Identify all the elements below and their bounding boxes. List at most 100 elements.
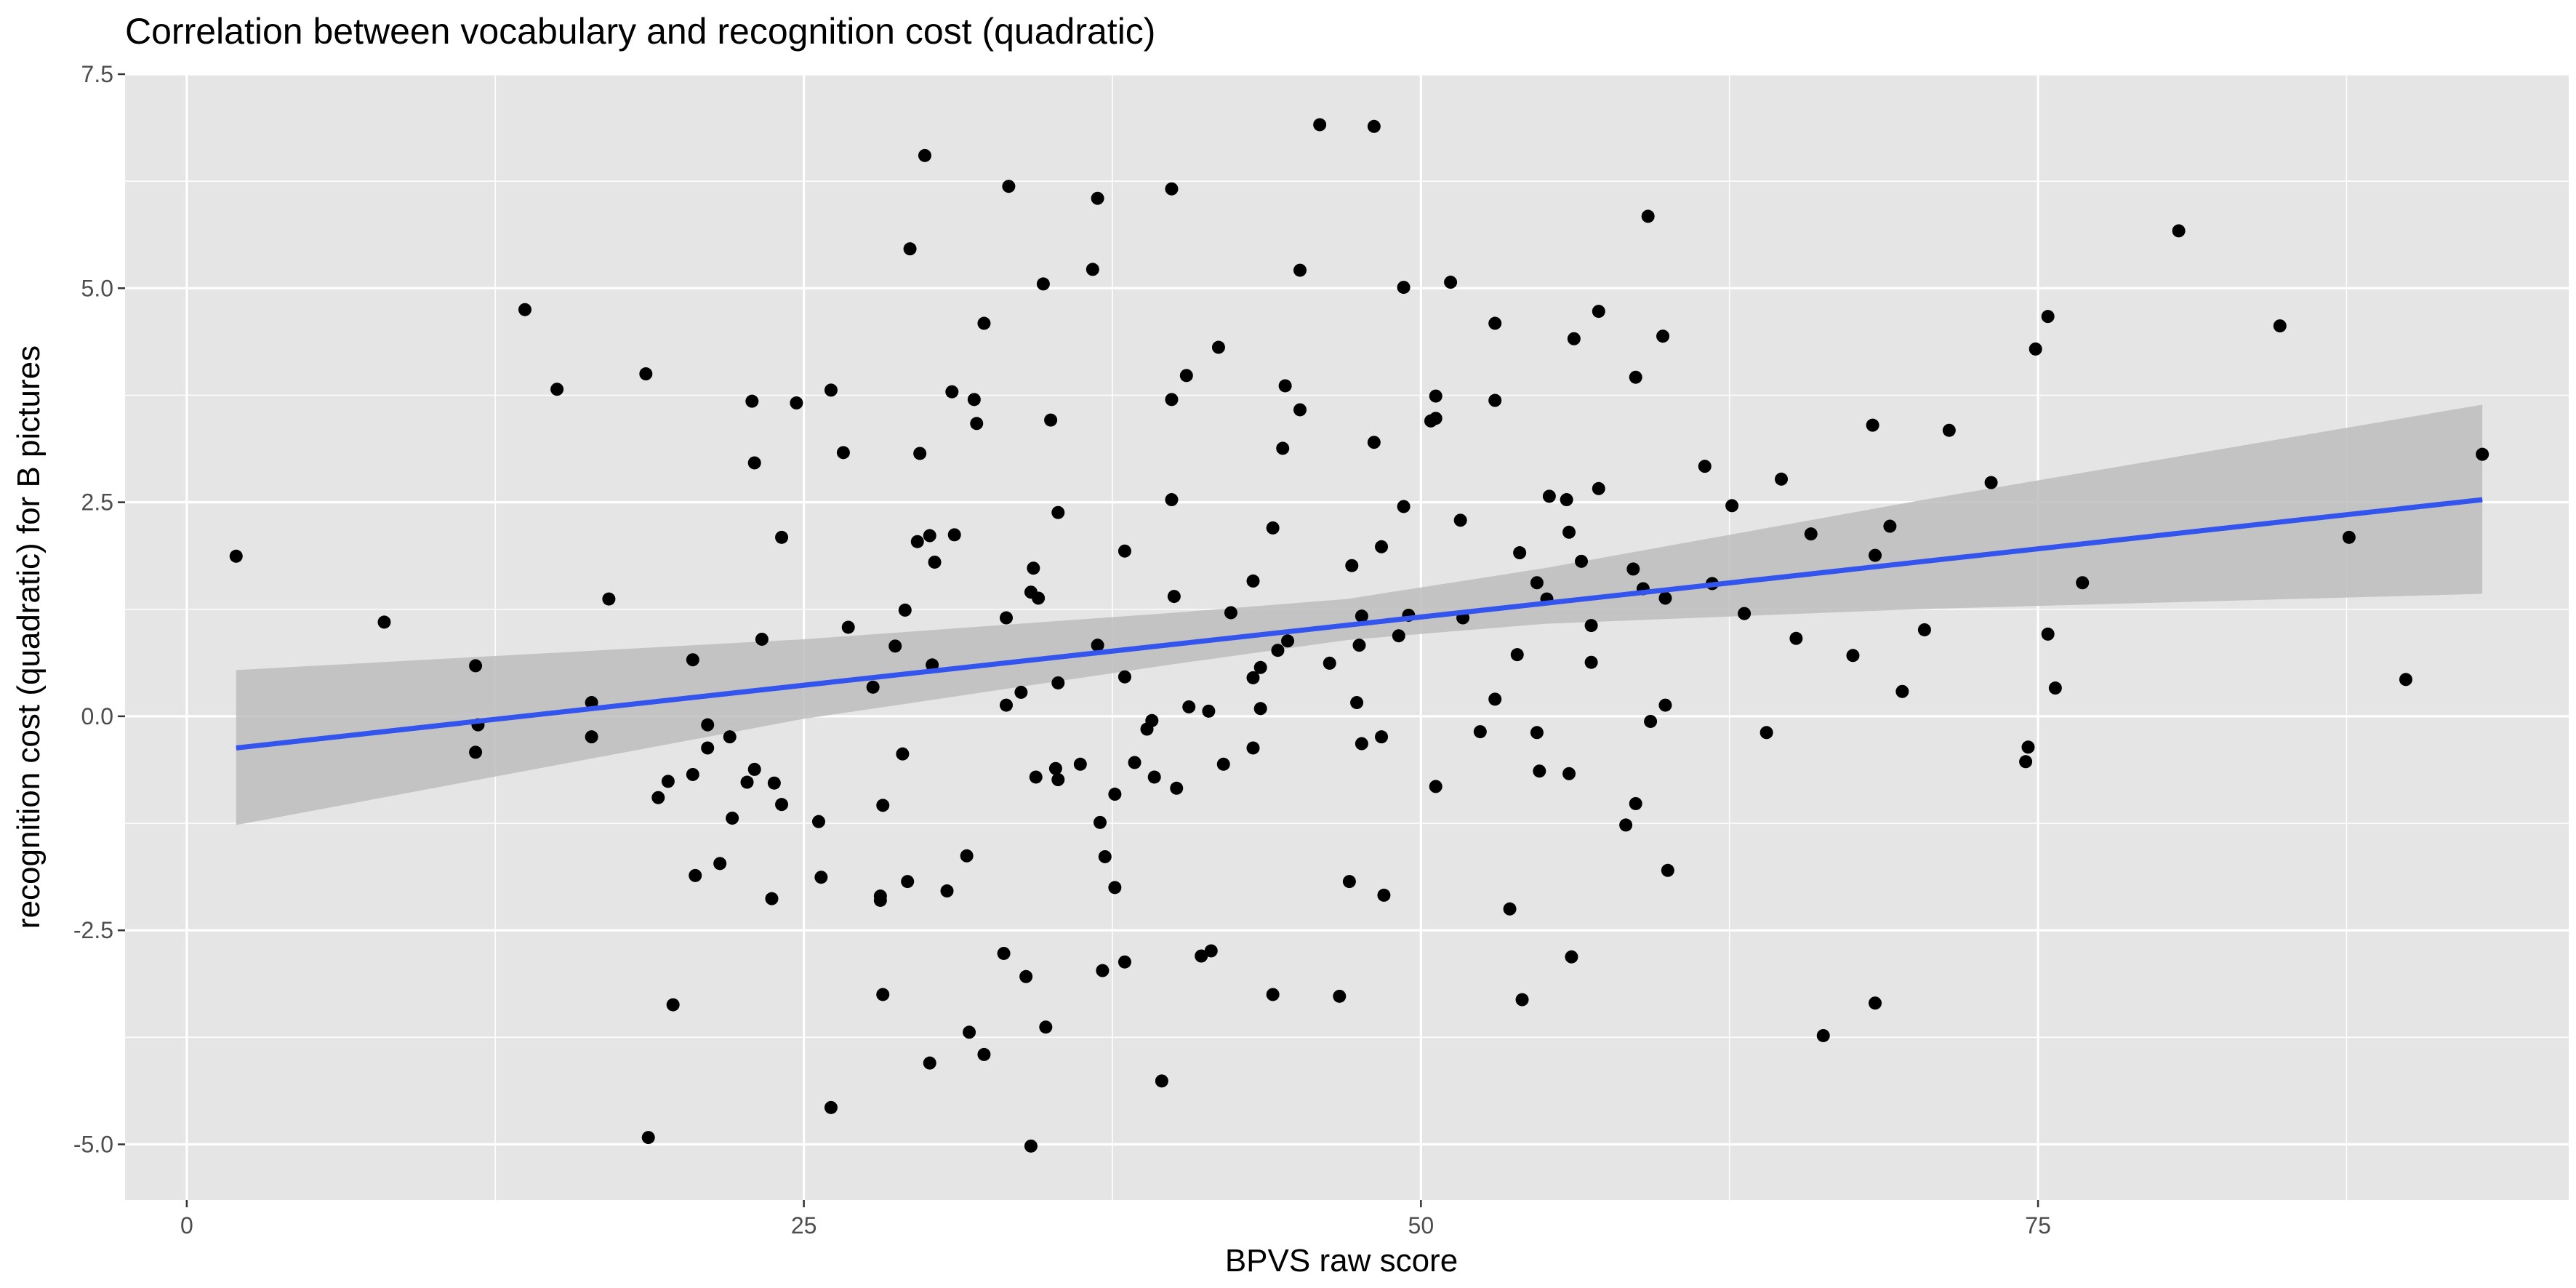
data-point	[713, 857, 727, 871]
y-tick-label: -2.5	[73, 917, 113, 943]
data-point	[1165, 182, 1179, 196]
data-point	[967, 393, 981, 407]
data-point	[1167, 590, 1181, 604]
data-point	[1725, 499, 1739, 513]
data-point	[1658, 591, 1672, 605]
data-point	[1027, 561, 1040, 575]
data-point	[701, 741, 715, 755]
data-point	[811, 815, 825, 828]
data-point	[910, 535, 924, 548]
data-point	[1094, 815, 1107, 829]
data-point	[1253, 702, 1267, 716]
data-point	[1656, 329, 1670, 343]
data-point	[1562, 767, 1576, 780]
y-tick-label: 5.0	[81, 275, 113, 301]
data-point	[1211, 340, 1225, 354]
data-point	[1195, 949, 1208, 963]
data-point	[1804, 527, 1818, 541]
data-point	[873, 889, 887, 903]
data-point	[896, 747, 910, 761]
data-point	[2019, 755, 2033, 769]
data-point	[1118, 670, 1131, 684]
data-point	[1182, 700, 1196, 713]
data-point	[2476, 447, 2489, 461]
data-point	[2029, 342, 2042, 356]
data-point	[824, 383, 838, 397]
data-point	[1738, 607, 1752, 620]
data-point	[2048, 681, 2062, 695]
data-point	[1367, 119, 1381, 133]
data-point	[1869, 996, 1882, 1010]
data-point	[1789, 631, 1803, 645]
data-point	[745, 394, 759, 408]
data-point	[550, 383, 564, 396]
data-point	[2172, 224, 2186, 238]
data-point	[1032, 591, 1046, 605]
data-point	[518, 303, 531, 316]
data-point	[1661, 863, 1674, 877]
data-point	[1165, 393, 1179, 407]
data-point	[1352, 639, 1366, 652]
data-point	[1917, 623, 1931, 636]
data-point	[1271, 644, 1285, 657]
data-point	[963, 1025, 976, 1039]
data-point	[1698, 460, 1712, 473]
data-point	[1355, 609, 1368, 623]
data-point	[1619, 818, 1633, 832]
data-point	[1281, 634, 1295, 648]
y-tick-label: 2.5	[81, 489, 113, 516]
data-point	[1473, 725, 1487, 739]
data-point	[1048, 761, 1062, 775]
data-point	[1170, 781, 1184, 795]
data-point	[1342, 875, 1356, 889]
data-point	[1984, 476, 1998, 489]
data-point	[775, 798, 789, 812]
data-point	[888, 639, 902, 653]
data-point	[814, 871, 828, 884]
data-point	[1392, 629, 1405, 643]
data-point	[1397, 281, 1411, 295]
data-point	[1202, 704, 1216, 718]
data-point	[1204, 944, 1218, 958]
data-point	[1367, 436, 1381, 449]
data-point	[1513, 546, 1527, 560]
data-point	[1866, 418, 1879, 432]
data-point	[1276, 441, 1290, 455]
data-point	[585, 730, 598, 744]
data-point	[767, 776, 781, 790]
data-point	[661, 775, 675, 788]
data-point	[1453, 513, 1467, 527]
data-point	[940, 884, 954, 898]
x-tick-label: 50	[1408, 1212, 1435, 1239]
data-point	[1036, 277, 1050, 291]
data-point	[841, 620, 855, 634]
data-point	[1530, 576, 1544, 590]
data-point	[1658, 698, 1672, 712]
data-point	[723, 730, 737, 744]
data-point	[1530, 726, 1544, 740]
data-point	[1096, 964, 1110, 977]
data-point	[747, 456, 761, 470]
data-point	[1644, 714, 1658, 728]
data-point	[1246, 574, 1260, 588]
data-point	[898, 603, 912, 617]
data-point	[1510, 648, 1524, 662]
data-points	[229, 118, 2489, 1153]
data-point	[1014, 685, 1028, 699]
data-point	[1942, 423, 1956, 437]
data-point	[1775, 472, 1789, 486]
y-axis-title: recognition cost (quadratic) for B pictu…	[11, 345, 47, 929]
data-point	[1333, 989, 1347, 1003]
data-point	[1488, 316, 1502, 330]
data-point	[1846, 649, 1860, 663]
data-point	[1533, 764, 1546, 778]
data-point	[1345, 559, 1359, 572]
data-point	[2273, 319, 2287, 333]
data-point	[1567, 332, 1581, 345]
y-tick-label: 0.0	[81, 703, 113, 729]
data-point	[2399, 673, 2412, 687]
y-tick-label: -5.0	[73, 1131, 113, 1157]
data-point	[765, 892, 779, 905]
data-point	[1375, 730, 1389, 744]
data-point	[641, 1131, 655, 1145]
